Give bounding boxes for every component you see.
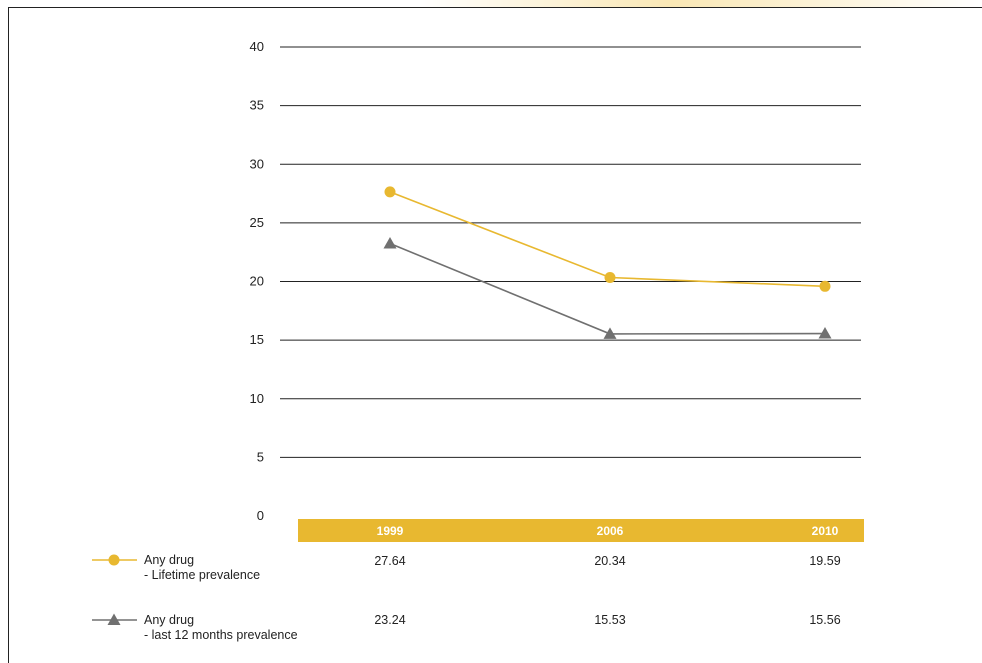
- data-point: [604, 272, 616, 284]
- data-point: [603, 327, 617, 339]
- data-label: 20.34: [594, 554, 625, 568]
- series-lines: [383, 186, 832, 339]
- data-point: [384, 186, 396, 198]
- y-axis-tick-labels: 0 5 10 15 20 25 30 35 40: [250, 39, 264, 523]
- x-category-label: 1999: [377, 524, 404, 538]
- series-line: [389, 242, 826, 335]
- y-tick-label: 0: [257, 508, 264, 523]
- legend-marker: [108, 554, 120, 566]
- y-tick-label: 25: [250, 215, 264, 230]
- y-tick-label: 10: [250, 391, 264, 406]
- legend-label: Any drug: [144, 553, 194, 567]
- y-tick-label: 5: [257, 449, 264, 464]
- chart-frame: [8, 7, 982, 663]
- category-band-bar: [298, 519, 864, 542]
- x-category-label: 2010: [812, 524, 839, 538]
- data-label: 23.24: [374, 613, 405, 627]
- legend-marker: [107, 613, 121, 625]
- data-table: 27.64 20.34 19.59 23.24 15.53 15.56: [374, 554, 840, 627]
- y-tick-label: 35: [250, 98, 264, 113]
- category-band: 1999 2006 2010: [298, 519, 864, 542]
- data-label: 15.53: [594, 613, 625, 627]
- data-point: [819, 280, 831, 292]
- y-tick-label: 40: [250, 39, 264, 54]
- gridlines: [280, 46, 861, 458]
- data-point: [383, 237, 397, 249]
- legend-label: Any drug: [144, 613, 194, 627]
- series-line: [389, 191, 826, 288]
- y-tick-label: 30: [250, 156, 264, 171]
- data-label: 27.64: [374, 554, 405, 568]
- y-tick-label: 20: [250, 274, 264, 289]
- legend-sublabel: - Lifetime prevalence: [144, 568, 260, 582]
- data-label: 19.59: [809, 554, 840, 568]
- y-tick-label: 15: [250, 332, 264, 347]
- data-label: 15.56: [809, 613, 840, 627]
- x-category-label: 2006: [597, 524, 624, 538]
- data-point: [818, 327, 832, 339]
- legend-sublabel: - last 12 months prevalence: [144, 628, 298, 642]
